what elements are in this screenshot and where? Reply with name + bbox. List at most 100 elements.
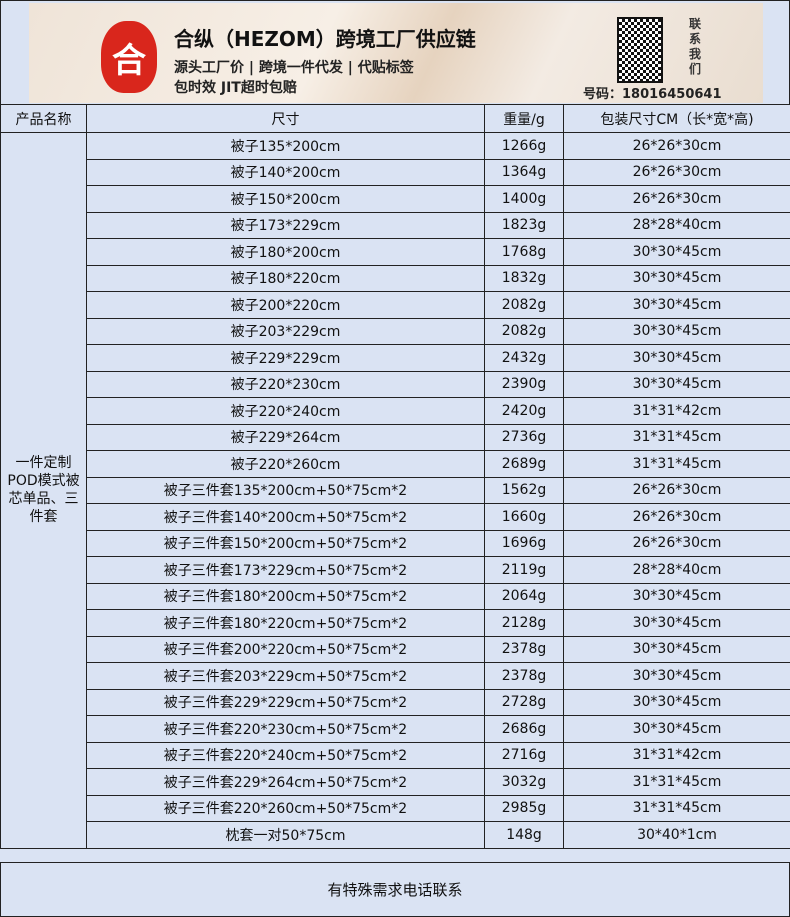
weight-cell: 2378g [485,636,564,663]
weight-cell: 1562g [485,477,564,504]
weight-cell: 2390g [485,371,564,398]
package-size-cell: 26*26*30cm [564,477,790,504]
banner-tagline-1: 源头工厂价 | 跨境一件代发 | 代贴标签 [174,57,414,77]
package-size-cell: 30*40*1cm [564,822,790,849]
package-size-cell: 28*28*40cm [564,557,790,584]
weight-cell: 148g [485,822,564,849]
weight-cell: 1660g [485,504,564,531]
size-cell: 被子三件套200*220cm+50*75cm*2 [87,636,485,663]
package-size-cell: 30*30*45cm [564,583,790,610]
header-product-name: 产品名称 [1,105,87,133]
package-size-cell: 26*26*30cm [564,504,790,531]
banner-image: 合 合纵（HEZOM）跨境工厂供应链 源头工厂价 | 跨境一件代发 | 代贴标签… [29,3,763,103]
size-cell: 被子173*229cm [87,212,485,239]
package-size-cell: 26*26*30cm [564,530,790,557]
size-cell: 被子三件套229*264cm+50*75cm*2 [87,769,485,796]
package-size-cell: 30*30*45cm [564,292,790,319]
weight-cell: 2736g [485,424,564,451]
weight-cell: 2378g [485,663,564,690]
weight-cell: 2432g [485,345,564,372]
size-cell: 枕套一对50*75cm [87,822,485,849]
package-size-cell: 28*28*40cm [564,212,790,239]
size-cell: 被子三件套220*260cm+50*75cm*2 [87,795,485,822]
product-name-cell: 一件定制POD模式被芯单品、三件套 [1,133,87,849]
package-size-cell: 31*31*45cm [564,451,790,478]
package-size-cell: 26*26*30cm [564,159,790,186]
weight-cell: 2985g [485,795,564,822]
weight-cell: 1400g [485,186,564,213]
brand-logo: 合 [101,21,157,93]
table-header-row: 产品名称 尺寸 重量/g 包装尺寸CM（长*宽*高) [1,105,790,133]
phone-number: 号码：18016450641 [583,83,722,102]
contact-label: 联系我们 [689,17,703,77]
header-size: 尺寸 [87,105,485,133]
size-cell: 被子三件套135*200cm+50*75cm*2 [87,477,485,504]
weight-cell: 1768g [485,239,564,266]
size-cell: 被子三件套203*229cm+50*75cm*2 [87,663,485,690]
weight-cell: 2082g [485,292,564,319]
size-cell: 被子135*200cm [87,133,485,160]
size-cell: 被子三件套140*200cm+50*75cm*2 [87,504,485,531]
package-size-cell: 31*31*45cm [564,795,790,822]
size-cell: 被子180*200cm [87,239,485,266]
package-size-cell: 30*30*45cm [564,716,790,743]
package-size-cell: 31*31*42cm [564,742,790,769]
size-cell: 被子三件套173*229cm+50*75cm*2 [87,557,485,584]
package-size-cell: 30*30*45cm [564,318,790,345]
banner-title: 合纵（HEZOM）跨境工厂供应链 [174,23,476,52]
size-cell: 被子140*200cm [87,159,485,186]
package-size-cell: 26*26*30cm [564,186,790,213]
qr-code-icon [617,17,663,83]
size-cell: 被子150*200cm [87,186,485,213]
weight-cell: 1823g [485,212,564,239]
package-size-cell: 31*31*45cm [564,769,790,796]
package-size-cell: 30*30*45cm [564,345,790,372]
weight-cell: 2119g [485,557,564,584]
weight-cell: 2716g [485,742,564,769]
weight-cell: 2082g [485,318,564,345]
footer-note: 有特殊需求电话联系 [0,862,790,917]
weight-cell: 2128g [485,610,564,637]
weight-cell: 2064g [485,583,564,610]
package-size-cell: 30*30*45cm [564,636,790,663]
package-size-cell: 30*30*45cm [564,689,790,716]
size-cell: 被子三件套229*229cm+50*75cm*2 [87,689,485,716]
size-cell: 被子三件套220*240cm+50*75cm*2 [87,742,485,769]
size-cell: 被子203*229cm [87,318,485,345]
spec-table: 产品名称 尺寸 重量/g 包装尺寸CM（长*宽*高) 一件定制POD模式被芯单品… [0,104,790,849]
weight-cell: 1832g [485,265,564,292]
size-cell: 被子220*260cm [87,451,485,478]
size-cell: 被子220*240cm [87,398,485,425]
package-size-cell: 26*26*30cm [564,133,790,160]
banner-tagline-2: 包时效 JIT超时包赔 [174,77,297,97]
header-package-size: 包装尺寸CM（长*宽*高) [564,105,790,133]
package-size-cell: 30*30*45cm [564,371,790,398]
size-cell: 被子三件套180*220cm+50*75cm*2 [87,610,485,637]
size-cell: 被子220*230cm [87,371,485,398]
size-cell: 被子200*220cm [87,292,485,319]
size-cell: 被子229*264cm [87,424,485,451]
